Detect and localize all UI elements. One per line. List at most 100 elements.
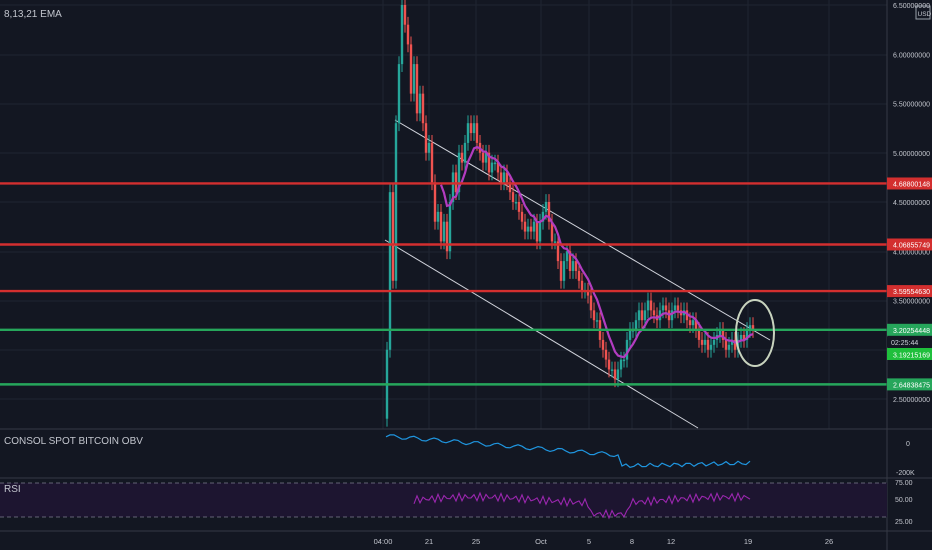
candle-body: [673, 305, 677, 311]
countdown-badge: 02:25:44: [891, 340, 918, 347]
rsi-tick-mid: 50.00: [895, 497, 913, 504]
candle-body: [532, 221, 536, 232]
candle-body: [733, 339, 737, 350]
candle-body: [574, 261, 578, 271]
time-tick-label: 12: [667, 537, 675, 546]
time-tick-label: 25: [472, 537, 480, 546]
candle-body: [520, 211, 524, 222]
candle-body: [703, 339, 707, 345]
candle-body: [622, 359, 626, 362]
candle-body: [412, 64, 416, 94]
candle-body: [721, 330, 725, 340]
candle-body: [607, 359, 611, 370]
candle-body: [694, 320, 698, 331]
time-tick-label: 26: [825, 537, 833, 546]
candle-body: [643, 310, 647, 321]
obv-title: CONSOL SPOT BITCOIN OBV: [4, 436, 143, 447]
candle-body: [481, 152, 485, 163]
indicator-label: 8,13,21 EMA: [4, 9, 62, 20]
main-grid: [0, 0, 887, 429]
price-badge: 02:25:44 3.19215169: [887, 337, 932, 360]
time-tick-label: 5: [587, 537, 591, 546]
price-tick-label: 4.00000000: [893, 249, 930, 256]
candle-body: [571, 261, 575, 271]
candle-body: [664, 305, 668, 311]
candle-body: [409, 44, 413, 94]
candle-body: [391, 192, 395, 281]
last-price-badge: 3.19215169: [893, 353, 930, 360]
candle-body: [460, 152, 464, 163]
candle-body: [457, 152, 461, 193]
rsi-line: [413, 491, 751, 520]
price-tick-label: 3.50000000: [893, 299, 930, 306]
candle-body: [526, 226, 530, 232]
level-badge-label: 4.68800148: [893, 181, 930, 188]
candle-body: [751, 325, 755, 331]
candle-body: [436, 211, 440, 222]
candle-body: [469, 123, 473, 134]
candle-body: [403, 5, 407, 25]
candle-body: [529, 226, 533, 232]
level-badge-label: 3.59554630: [893, 289, 930, 296]
candle-body: [553, 241, 557, 243]
candle-body: [619, 359, 623, 370]
candle-body: [640, 310, 644, 321]
candle-body: [697, 330, 701, 340]
candle-body: [586, 290, 590, 296]
candle-body: [514, 202, 518, 204]
candle-body: [541, 211, 545, 222]
candle-body: [556, 241, 560, 262]
candle-body: [418, 93, 422, 114]
time-tick-label: 8: [630, 537, 634, 546]
candle-body: [742, 334, 746, 340]
time-tick-label: Oct: [535, 537, 548, 546]
candle-body: [568, 251, 572, 271]
candle-body: [439, 211, 443, 242]
candle-body: [565, 251, 569, 262]
highlight-circle: [735, 299, 775, 367]
price-tick-label: 4.50000000: [893, 200, 930, 207]
candle-body: [577, 270, 581, 281]
channel-upper: [394, 119, 771, 341]
trend-channel: [384, 119, 771, 429]
candle-body: [601, 339, 605, 350]
candle-body: [613, 369, 617, 380]
candle-body: [604, 349, 608, 360]
candle-body: [559, 261, 563, 281]
candle-body: [739, 334, 743, 340]
candle-body: [424, 123, 428, 153]
candle-body: [466, 123, 470, 143]
obv-line: [385, 434, 751, 468]
candle-body: [610, 369, 614, 371]
candle-body: [472, 123, 476, 134]
rsi-tick-high: 75.00: [895, 480, 913, 487]
horizontal-levels[interactable]: [0, 182, 887, 386]
candle-body: [637, 310, 641, 321]
candle-body: [706, 339, 710, 350]
candle-body: [730, 339, 734, 345]
candle-body: [676, 305, 680, 311]
candle-body: [475, 123, 479, 143]
candle-body: [649, 300, 653, 311]
obv-tick-zero: 0: [906, 441, 910, 448]
candle-body: [748, 325, 752, 331]
candle-body: [394, 123, 398, 281]
candle-body: [691, 320, 695, 326]
rsi-title: RSI: [4, 484, 21, 495]
candle-body: [445, 221, 449, 252]
candle-body: [430, 142, 434, 183]
candle-body: [634, 320, 638, 331]
level-badge-bg: [887, 378, 932, 391]
candle-body: [505, 172, 509, 183]
candle-body: [397, 64, 401, 124]
candle-body: [511, 192, 515, 202]
candle-body: [589, 295, 593, 311]
candle-body: [487, 152, 491, 173]
candle-body: [544, 202, 548, 212]
price-tick-label: 5.50000000: [893, 102, 930, 109]
level-badge-label: 4.06855749: [893, 242, 930, 249]
ema-line: [439, 145, 754, 359]
